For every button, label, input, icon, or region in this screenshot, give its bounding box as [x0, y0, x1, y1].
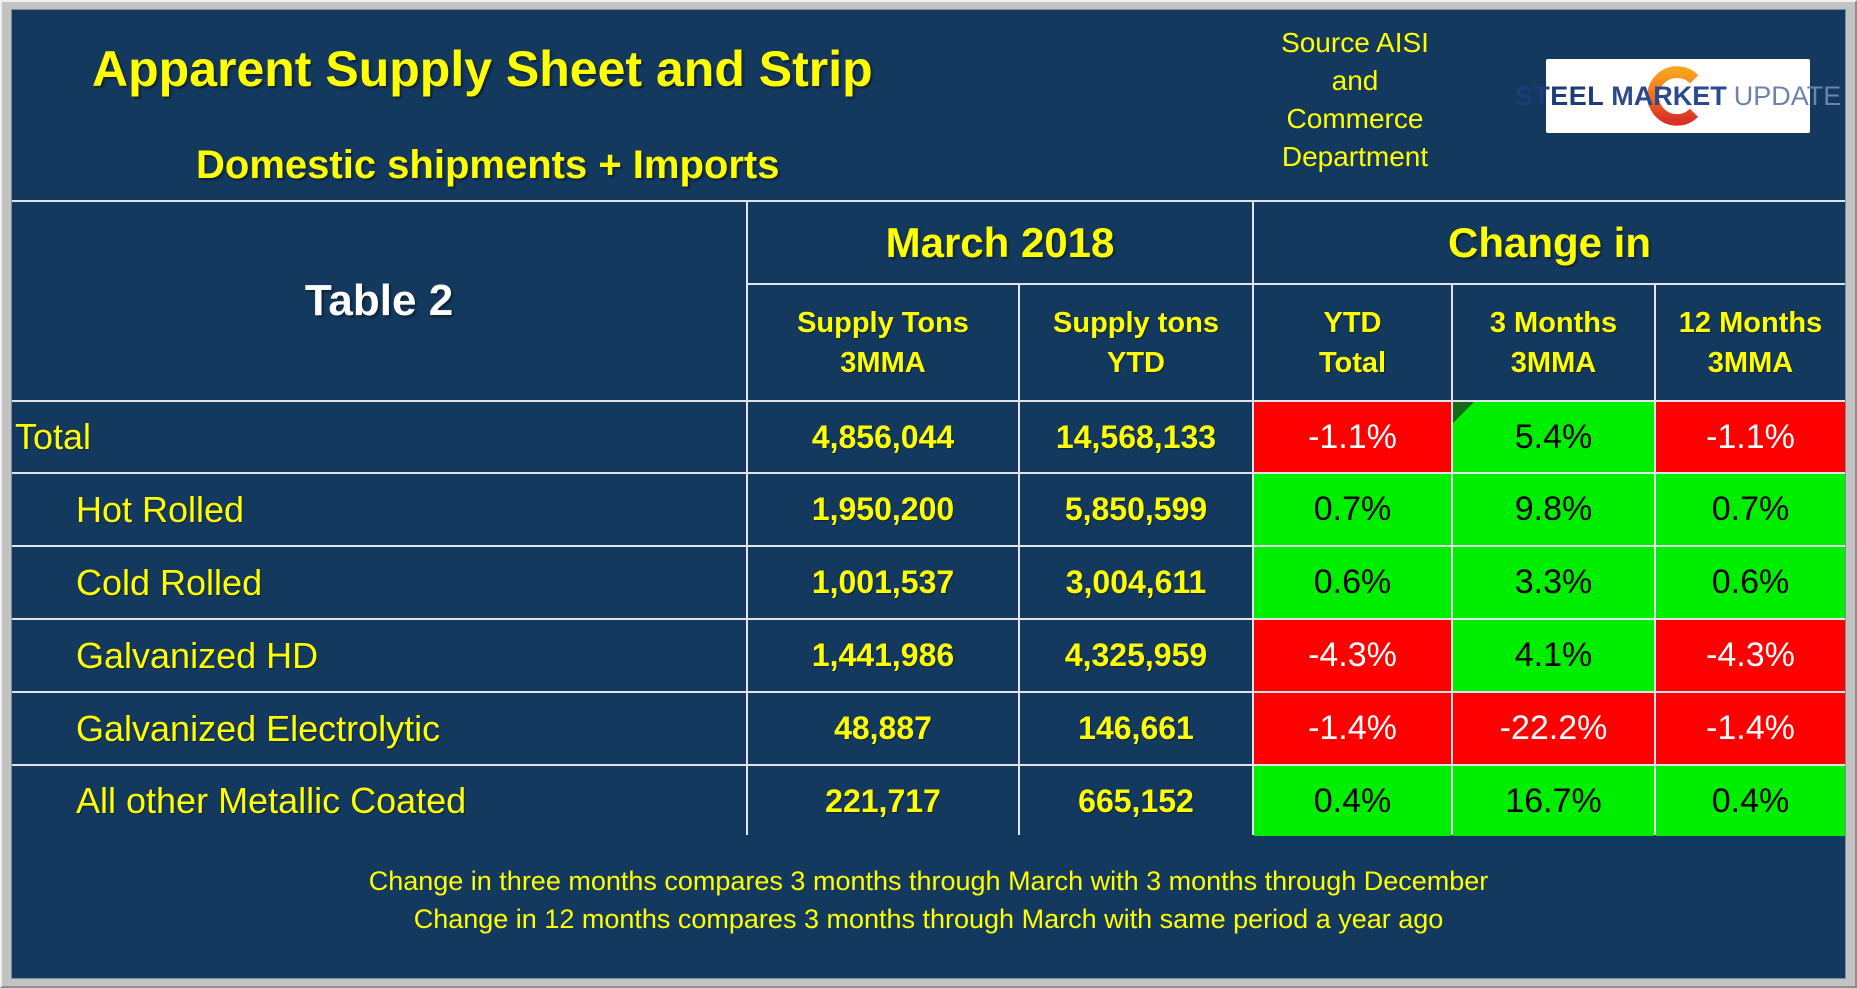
supply-ytd-value: 5,850,599 — [1020, 474, 1252, 545]
column-header-12-months-3mma: 12 Months 3MMA — [1656, 285, 1845, 400]
footer-notes: Change in three months compares 3 months… — [12, 865, 1845, 936]
crescent-icon — [1647, 66, 1707, 126]
row-label: All other Metallic Coated — [12, 766, 746, 836]
three-month-change: 9.8% — [1453, 474, 1654, 545]
source-line: Source AISI — [1281, 27, 1429, 58]
row-label: Galvanized Electrolytic — [12, 693, 746, 764]
ytd-total-change: 0.7% — [1254, 474, 1451, 545]
corner-cell: Table 2 — [12, 202, 746, 400]
supply-3mma-value: 221,717 — [748, 766, 1018, 836]
supply-ytd-value: 14,568,133 — [1020, 402, 1252, 472]
three-month-change: 16.7% — [1453, 766, 1654, 836]
ytd-total-change: -4.3% — [1254, 620, 1451, 691]
footer-note-line: Change in three months compares 3 months… — [368, 866, 1489, 896]
supply-ytd-value: 3,004,611 — [1020, 547, 1252, 618]
three-month-change: 5.4% — [1453, 402, 1654, 472]
ytd-total-change: 0.6% — [1254, 547, 1451, 618]
twelve-month-change: -4.3% — [1656, 620, 1845, 691]
column-header-supply-tons-ytd: Supply tons YTD — [1020, 285, 1252, 400]
supply-3mma-value: 1,001,537 — [748, 547, 1018, 618]
supply-3mma-value: 1,950,200 — [748, 474, 1018, 545]
logo-word-update: UPDATE — [1733, 80, 1842, 111]
page-subtitle: Domestic shipments + Imports — [196, 143, 780, 187]
row-label: Galvanized HD — [12, 620, 746, 691]
logo-word-steel: STEEL — [1514, 80, 1605, 111]
supply-ytd-value: 146,661 — [1020, 693, 1252, 764]
column-header-supply-tons-3mma: Supply Tons 3MMA — [748, 285, 1018, 400]
twelve-month-change: 0.7% — [1656, 474, 1845, 545]
column-header-ytd-total: YTD Total — [1254, 285, 1451, 400]
supply-3mma-value: 1,441,986 — [748, 620, 1018, 691]
three-month-change: 3.3% — [1453, 547, 1654, 618]
supply-3mma-value: 48,887 — [748, 693, 1018, 764]
table-number-label: Table 2 — [304, 276, 454, 325]
row-label: Cold Rolled — [12, 547, 746, 618]
group-header-march-2018: March 2018 — [748, 202, 1252, 283]
supply-table: Table 2 March 2018 Change in Supply Tons… — [12, 200, 1845, 836]
footer-note-line: Change in 12 months compares 3 months th… — [413, 904, 1444, 934]
source-note: Source AISI and Commerce Department — [1220, 24, 1490, 176]
supply-ytd-value: 665,152 — [1020, 766, 1252, 836]
twelve-month-change: 0.6% — [1656, 547, 1845, 618]
group-header-change-in: Change in — [1254, 202, 1845, 283]
source-line: Department — [1281, 141, 1429, 172]
ytd-total-change: -1.1% — [1254, 402, 1451, 472]
ytd-total-change: 0.4% — [1254, 766, 1451, 836]
supply-ytd-value: 4,325,959 — [1020, 620, 1252, 691]
logo-text: STEEL MARKET UPDATE — [1515, 81, 1842, 112]
column-header-3-months-3mma: 3 Months 3MMA — [1453, 285, 1654, 400]
twelve-month-change: 0.4% — [1656, 766, 1845, 836]
steel-market-update-logo: STEEL MARKET UPDATE — [1515, 59, 1841, 133]
row-label: Hot Rolled — [12, 474, 746, 545]
supply-3mma-value: 4,856,044 — [748, 402, 1018, 472]
page-title: Apparent Supply Sheet and Strip — [92, 41, 873, 97]
three-month-change: -22.2% — [1453, 693, 1654, 764]
row-label: Total — [12, 402, 746, 472]
logo-word-market: MARKET — [1611, 80, 1727, 111]
twelve-month-change: -1.4% — [1656, 693, 1845, 764]
slide: Apparent Supply Sheet and Strip Domestic… — [12, 10, 1845, 978]
source-line: Commerce — [1286, 103, 1424, 134]
source-line: and — [1331, 65, 1379, 96]
twelve-month-change: -1.1% — [1656, 402, 1845, 472]
ytd-total-change: -1.4% — [1254, 693, 1451, 764]
three-month-change: 4.1% — [1453, 620, 1654, 691]
